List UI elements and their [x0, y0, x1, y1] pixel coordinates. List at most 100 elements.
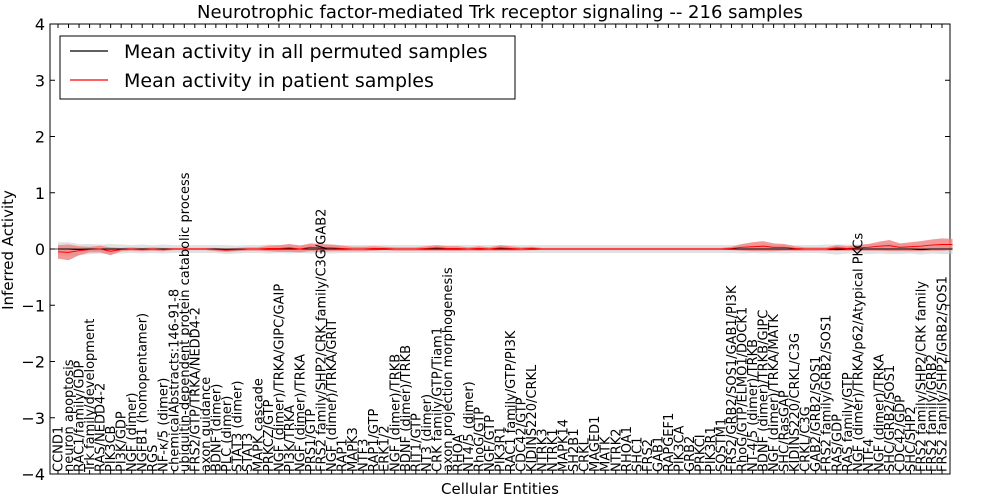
- series-lines: [57, 244, 953, 253]
- x-tick-label: FRS2 family/GRB2/SOS1: [820, 315, 835, 472]
- x-tick-label: RHOA1: [620, 426, 635, 472]
- x-tick-label: SHC/GRB2/SOS1: [883, 365, 898, 472]
- x-tick-label: GAB2/GRB2/SOS1: [809, 356, 824, 472]
- x-tick-label: GAB1: [651, 436, 666, 472]
- y-tick-label: 0: [35, 240, 45, 259]
- x-tick-label: SHC1: [630, 437, 645, 472]
- x-tick-label: FRS2/GTP/TRKA/NEDD4-2: [188, 307, 203, 472]
- x-tick-label: PIK3R1: [704, 426, 719, 472]
- y-tick-label: −2: [21, 353, 45, 372]
- x-tick-label: neuron apoptosis: [62, 359, 77, 472]
- x-tick-label: RAP1/GTP: [367, 409, 382, 472]
- y-tick-label: 3: [35, 71, 45, 90]
- x-tick-label: SH2B1: [567, 429, 582, 473]
- chart-title: Neurotrophic factor-mediated Trk recepto…: [197, 2, 803, 23]
- x-tick-label: NT3 (dimer): [420, 394, 435, 472]
- x-tick-label: RAS/GDP: [830, 414, 845, 472]
- x-tick-label: ERK1/2: [378, 425, 393, 472]
- y-tick-label: 2: [35, 128, 45, 147]
- x-tick-label: RAPGEF1: [662, 413, 677, 472]
- x-tick-label: MAPK14: [557, 419, 572, 472]
- x-tick-label: NGF (dimer)/TRKA: [872, 354, 887, 472]
- x-tick-label: NT4/5 (dimer): [462, 381, 477, 472]
- x-tick-label: STAT3: [241, 433, 256, 472]
- x-tick-label: NT-4/5 (dimer)/TRKB: [746, 339, 761, 472]
- x-tick-label: NGF (dimer): [125, 393, 140, 472]
- x-tick-label: KIDINS220/CRKL: [525, 364, 540, 472]
- x-tick-label: FRS2 family/GRB2: [925, 354, 940, 472]
- x-tick-label: PIK3CA: [672, 425, 687, 472]
- y-axis-label: Inferred Activity: [0, 190, 17, 310]
- x-tick-label: KIDINS220/CRKL/C3G: [788, 333, 803, 472]
- y-axis: −4 −3 −2 −1 0 1 2 3 4: [21, 15, 950, 484]
- x-tick-label: axon guidance: [199, 377, 214, 472]
- x-tick-label: NTRK1: [546, 429, 561, 473]
- y-tick-label: −1: [21, 296, 45, 315]
- x-tick-label: NGF (dimer)/TRKB: [388, 354, 403, 472]
- x-tick-label: RAS family/GTP: [841, 372, 856, 472]
- legend: Mean activity in all permuted samples Me…: [59, 35, 516, 100]
- x-tick-label: CDC42/GTP: [515, 397, 530, 472]
- x-tick-label: RHOA: [451, 434, 466, 472]
- x-tick-label: CDC42/GDP: [893, 395, 908, 472]
- y-tick-label: 1: [35, 184, 45, 203]
- x-tick-label: PIK3R1: [494, 426, 509, 472]
- x-tick-label: FRS2 family/SHP2/GRB2/SOS1: [936, 276, 951, 472]
- x-tick-label: NTF4: [862, 439, 877, 472]
- x-tick-label: NGF/GTP: [483, 415, 498, 472]
- y-tick-label: −3: [21, 409, 45, 428]
- x-tick-label: MAPK3: [346, 427, 361, 472]
- x-tick-label: BDNF (dimer)/TRKB/GIPC: [757, 310, 772, 472]
- x-tick-label: PIK3CB: [104, 426, 119, 472]
- x-tick-label: MAGED1: [588, 416, 603, 472]
- x-tick-label: NTRK2: [609, 429, 624, 473]
- x-tick-label: SHC/SHP2: [904, 406, 919, 472]
- x-tick-label: RhoG/GTP: [472, 407, 487, 472]
- x-tick-label: NGF (dimer)/TRKA: [294, 354, 309, 472]
- x-tick-label: STAT3 (dimer): [230, 381, 245, 472]
- x-tick-label: RAC1/family/GDP: [73, 361, 88, 472]
- x-tick-label: BDNF (dimer): [209, 384, 224, 472]
- x-tick-label: MAPK cascade: [251, 378, 266, 472]
- x-tick-label: RIT1/GTP: [409, 413, 424, 472]
- x-tick-label: PRKCZ/GTP: [262, 399, 277, 472]
- x-tick-label: NGF (dimer)/TRKA/p62/Atypical PKCs: [851, 233, 866, 472]
- x-tick-label: CRK family/GTP/Tiam1: [430, 327, 445, 472]
- x-tick-label: CCND1: [52, 426, 67, 472]
- y-tick-label: −4: [21, 465, 45, 484]
- x-tick-label: RAS/NEDD4-2: [94, 383, 109, 472]
- x-tick-label: PRS1/GTP: [304, 409, 319, 472]
- x-tick-label: RhoG/GTP/ELMO1/DOCK1: [736, 307, 751, 472]
- x-tick-label: SQSTM1: [715, 418, 730, 472]
- x-tick-label: PI3K/TRKA: [283, 405, 298, 472]
- x-tick-label: FRS2 family/SHP2/CRK family: [914, 281, 929, 472]
- x-tick-label: RAP1: [336, 438, 351, 472]
- legend-label-patient: Mean activity in patient samples: [124, 70, 434, 92]
- x-tick-label: NF-κ/5 (dimer): [157, 378, 172, 472]
- x-tick-label: NGF (dimer)/TRKA/MATK: [767, 314, 782, 472]
- x-tick-label: MATK: [599, 436, 614, 472]
- x-tick-label: FRS2/GRB2/SOS1/GAB1/PI3K: [725, 285, 740, 472]
- x-tick-label: axon projection morphogenesis: [441, 267, 456, 472]
- x-tick-label: FRS2 family/SHP2/CRK family/C3G/GAB2: [315, 209, 330, 472]
- x-tick-label: GRB2: [683, 436, 698, 472]
- x-axis-label: Cellular Entities: [441, 480, 559, 498]
- x-tick-label: NGFB1 (homopentamer): [136, 313, 151, 472]
- y-tick-label: 4: [35, 15, 45, 34]
- x-tick-label: FRS2: [641, 439, 656, 472]
- legend-label-permuted: Mean activity in all permuted samples: [124, 41, 487, 63]
- x-tick-label: NGF (dimer)/TRKA/GRIT: [325, 319, 340, 472]
- x-tick-label: CRKL: [578, 437, 593, 472]
- x-tick-label: Trk family/development: [83, 319, 98, 473]
- x-tick-label: SHC/RasGAP: [778, 390, 793, 472]
- x-tick-label: NTRK3: [536, 429, 551, 473]
- x-tick-label: CRKL/C3G: [799, 406, 814, 472]
- x-tick-label: BDNF (dimer)/TRKB: [399, 345, 414, 472]
- x-tick-label: ubiquitin-dependent protein catabolic pr…: [178, 172, 193, 472]
- series-line-patient: [57, 244, 953, 253]
- x-tick-label: chemicalAbstracts:146-91-8: [167, 289, 182, 472]
- x-tick-label: PLC (dimer): [220, 396, 235, 472]
- x-tick-label: NGF (dimer)/TRKA/GIPC/GAIP: [273, 284, 288, 472]
- x-tick-label: NTF3: [357, 439, 372, 472]
